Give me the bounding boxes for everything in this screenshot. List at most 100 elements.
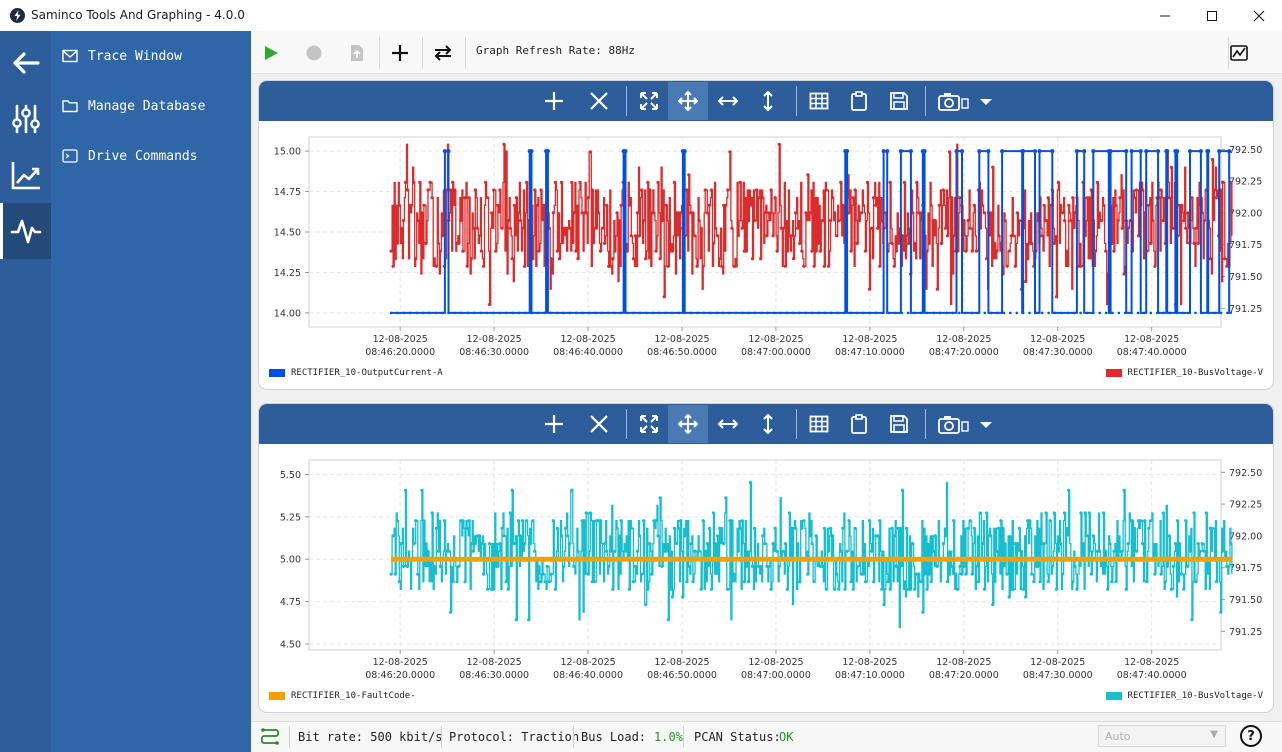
data-point [997, 234, 1001, 238]
trace-export-button[interactable] [1224, 38, 1254, 68]
data-point [943, 534, 948, 538]
table-button[interactable] [799, 82, 839, 120]
data-point [804, 211, 808, 215]
legend-label: RECTIFIER_10-BusVoltage-V [1127, 691, 1263, 701]
screenshot-button[interactable] [930, 82, 978, 120]
data-point [1002, 311, 1006, 315]
data-point [1011, 234, 1015, 238]
nav-item-trace-window[interactable]: Trace Window [61, 41, 246, 71]
data-point [609, 549, 613, 553]
close-button[interactable] [1236, 0, 1282, 31]
save-button[interactable] [879, 82, 919, 120]
pan-button[interactable] [668, 405, 708, 443]
add-button[interactable] [385, 38, 415, 68]
data-point [826, 549, 831, 553]
connection-icon[interactable] [259, 726, 281, 752]
nav-item-manage-database[interactable]: Manage Database [61, 91, 246, 121]
record-button[interactable] [299, 38, 329, 68]
swap-button[interactable] [428, 38, 458, 68]
data-point [576, 549, 580, 553]
remove-cursor-button[interactable] [579, 82, 619, 120]
data-point [835, 572, 839, 576]
data-point [584, 511, 588, 515]
data-point [652, 211, 656, 215]
x-tick-label: 12-08-2025 [936, 334, 991, 345]
data-point [635, 211, 640, 215]
data-point [529, 149, 534, 154]
settings-sliders-button[interactable] [0, 91, 51, 147]
screenshot-dropdown-button[interactable] [975, 405, 997, 443]
data-point [566, 534, 570, 538]
data-point [996, 311, 999, 315]
maximize-button[interactable] [1189, 0, 1235, 31]
data-point [609, 264, 613, 268]
play-button[interactable] [256, 38, 286, 68]
data-point [724, 203, 728, 207]
zoom-fit-button[interactable] [629, 82, 669, 120]
save-button[interactable] [879, 405, 919, 443]
data-point [925, 587, 929, 591]
data-point [1124, 149, 1129, 154]
waveform-button[interactable] [0, 203, 51, 259]
y-right-tick-label: 792.00 [1229, 531, 1262, 542]
data-point [839, 180, 843, 184]
data-point [590, 188, 594, 192]
folder-icon [61, 97, 79, 115]
data-point [851, 587, 855, 591]
data-point [722, 542, 726, 546]
data-point [498, 311, 501, 315]
clipboard-button[interactable] [839, 82, 879, 120]
nav-item-drive-commands[interactable]: Drive Commands [61, 141, 246, 171]
data-point [626, 311, 629, 315]
zoom-horizontal-button[interactable] [708, 82, 748, 120]
data-point [414, 257, 418, 261]
data-point [646, 587, 650, 591]
graph-plot-1[interactable]: 12-08-2025 08:46:20.0000 12-08-2025 08:46:3… [259, 121, 1274, 390]
zoom-horizontal-button[interactable] [708, 405, 748, 443]
data-point [989, 534, 993, 538]
data-point [831, 534, 835, 538]
data-point [1198, 549, 1202, 553]
data-point [679, 519, 683, 523]
data-point [1194, 226, 1198, 230]
data-point [1047, 311, 1050, 315]
data-point [867, 519, 872, 523]
data-point [766, 311, 769, 315]
graph-plot-2[interactable]: 12-08-2025 08:46:20.0000 12-08-2025 08:46:3… [259, 444, 1274, 713]
record-icon [306, 45, 322, 61]
zoom-vertical-button[interactable] [748, 82, 788, 120]
data-point [598, 249, 603, 253]
pan-button[interactable] [668, 82, 708, 120]
protocol: Protocol: Traction [449, 730, 580, 744]
data-point [1054, 295, 1058, 299]
add-cursor-button[interactable] [534, 82, 574, 120]
zoom-vertical-button[interactable] [748, 405, 788, 443]
data-point [759, 257, 763, 261]
minimize-button[interactable] [1142, 0, 1188, 31]
screenshot-dropdown-button[interactable] [975, 82, 997, 120]
data-point [1212, 188, 1217, 192]
add-cursor-button[interactable] [534, 405, 574, 443]
table-button[interactable] [799, 405, 839, 443]
data-point [1202, 549, 1206, 553]
data-point [724, 496, 728, 500]
data-point [970, 572, 974, 576]
zoom-fit-button[interactable] [629, 405, 669, 443]
data-point [1007, 249, 1011, 253]
screenshot-button[interactable] [930, 405, 978, 443]
graph-trend-button[interactable] [0, 147, 51, 203]
remove-cursor-button[interactable] [579, 405, 619, 443]
clipboard-button[interactable] [839, 405, 879, 443]
export-button[interactable] [342, 38, 372, 68]
data-point [1147, 526, 1151, 530]
data-point [1087, 196, 1091, 200]
data-point [853, 526, 857, 530]
data-point [781, 226, 785, 230]
chart-window-icon [1230, 45, 1248, 61]
data-point [999, 519, 1003, 523]
help-button[interactable]: ? [1240, 725, 1262, 747]
back-button[interactable] [0, 35, 51, 91]
data-point [660, 564, 664, 568]
data-point [1144, 149, 1149, 154]
auto-select[interactable]: Auto ▼ [1098, 725, 1226, 747]
